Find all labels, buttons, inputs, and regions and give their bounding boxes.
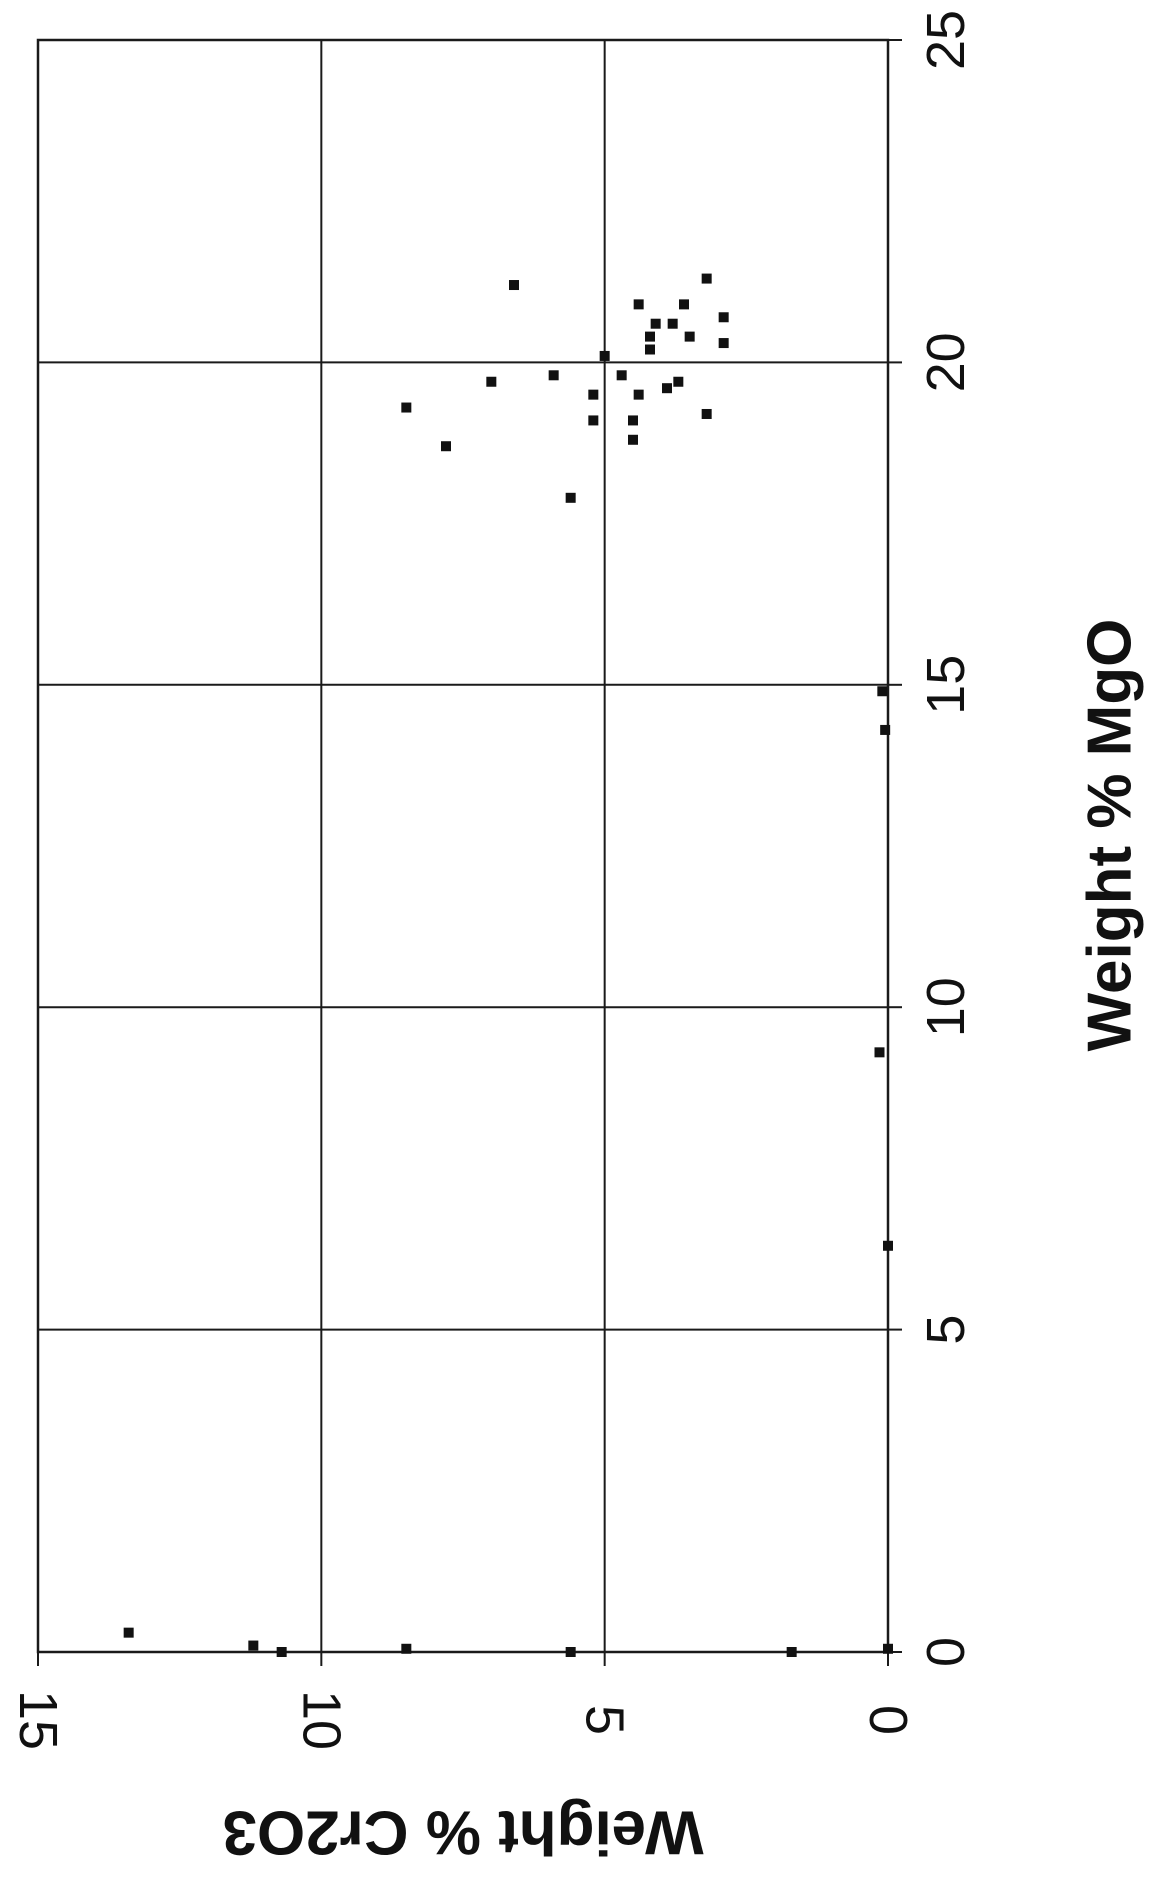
data-point-0-22	[548, 370, 559, 381]
data-point-0-3	[401, 1643, 412, 1654]
data-point-0-34	[633, 299, 644, 310]
data-point-0-19	[588, 389, 599, 400]
data-point-0-31	[718, 312, 729, 323]
data-point-0-17	[588, 415, 599, 426]
data-point-0-23	[616, 370, 627, 381]
data-point-0-35	[701, 273, 712, 284]
data-point-0-36	[509, 280, 519, 291]
data-point-0-9	[880, 724, 891, 735]
data-point-0-33	[679, 299, 689, 310]
x-tick-label-20: 20	[916, 332, 976, 392]
data-point-0-5	[786, 1647, 797, 1657]
data-point-0-12	[441, 441, 451, 452]
y-axis-title: Weight % Cr2O3	[222, 1798, 703, 1867]
data-point-0-18	[633, 389, 644, 400]
data-point-0-28	[684, 331, 695, 342]
x-tick-label-10: 10	[916, 977, 976, 1037]
data-point-0-14	[628, 415, 638, 426]
data-point-0-13	[628, 434, 638, 445]
data-point-0-21	[486, 376, 497, 387]
y-tick-label-5: 5	[575, 1705, 635, 1735]
data-point-0-26	[645, 344, 655, 355]
axis-ticks: 0 5 10 15 20 25 0 5 10 15	[8, 10, 976, 1750]
x-axis-title: Weight % MgO	[1076, 619, 1145, 1052]
data-point-0-20	[662, 383, 672, 394]
x-tick-label-0: 0	[916, 1637, 976, 1667]
y-tick-label-15: 15	[8, 1690, 68, 1750]
data-point-0-7	[883, 1240, 893, 1251]
data-point-0-8	[874, 1047, 885, 1058]
grid-lines	[38, 40, 888, 1652]
data-point-0-27	[645, 331, 655, 342]
y-tick-label-0: 0	[858, 1705, 918, 1735]
data-point-0-10	[877, 686, 888, 697]
data-point-0-4	[565, 1647, 576, 1657]
data-point-0-15	[701, 408, 712, 419]
data-point-0-1	[248, 1640, 259, 1651]
data-point-0-16	[401, 402, 412, 413]
y-tick-label-10: 10	[291, 1690, 351, 1750]
data-points	[123, 273, 893, 1657]
data-point-0-11	[565, 492, 576, 503]
data-point-0-0	[123, 1627, 134, 1638]
data-point-0-2	[276, 1647, 287, 1657]
data-point-0-30	[667, 318, 678, 329]
x-tick-label-5: 5	[916, 1315, 976, 1345]
x-tick-label-15: 15	[916, 655, 976, 715]
data-point-0-6	[883, 1643, 893, 1654]
data-point-0-25	[599, 350, 610, 361]
data-point-0-32	[650, 318, 661, 329]
data-point-0-29	[718, 338, 729, 349]
data-point-0-24	[673, 376, 684, 387]
plot-area-frame	[36, 38, 890, 1654]
x-tick-label-25: 25	[916, 10, 976, 70]
